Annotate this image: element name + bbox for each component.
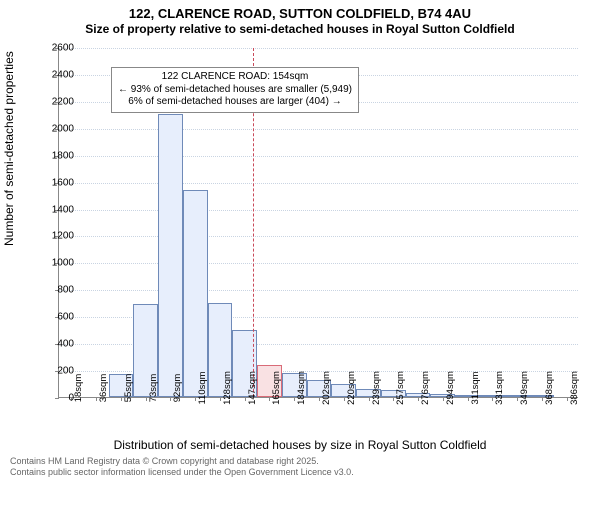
x-tick xyxy=(369,397,370,401)
chart-container: Number of semi-detached properties 122 C… xyxy=(0,36,600,456)
callout-line-1: 122 CLARENCE ROAD: 154sqm xyxy=(118,71,352,84)
y-tick-label: 1400 xyxy=(34,204,74,215)
x-tick xyxy=(542,397,543,401)
x-tick xyxy=(418,397,419,401)
gridline xyxy=(59,263,578,264)
x-tick xyxy=(121,397,122,401)
x-tick-label: 276sqm xyxy=(420,371,431,405)
x-tick xyxy=(319,397,320,401)
x-tick-label: 73sqm xyxy=(148,374,159,403)
x-tick-label: 331sqm xyxy=(494,371,505,405)
x-axis-label: Distribution of semi-detached houses by … xyxy=(0,438,600,452)
x-tick-label: 55sqm xyxy=(123,374,134,403)
y-tick-label: 200 xyxy=(34,366,74,377)
y-tick-label: 2000 xyxy=(34,123,74,134)
footer-attribution: Contains HM Land Registry data © Crown c… xyxy=(0,456,600,478)
gridline xyxy=(59,156,578,157)
y-tick-label: 600 xyxy=(34,312,74,323)
histogram-bar xyxy=(158,114,183,397)
y-tick-label: 1200 xyxy=(34,231,74,242)
histogram-plot: 122 CLARENCE ROAD: 154sqm← 93% of semi-d… xyxy=(58,48,578,398)
x-tick-label: 368sqm xyxy=(544,371,555,405)
x-tick-label: 311sqm xyxy=(470,371,481,404)
x-tick-label: 165sqm xyxy=(271,371,282,405)
page-subtitle: Size of property relative to semi-detach… xyxy=(0,22,600,36)
y-tick-label: 800 xyxy=(34,285,74,296)
y-tick-label: 0 xyxy=(34,393,74,404)
callout-line-3: 6% of semi-detached houses are larger (4… xyxy=(118,96,352,109)
gridline xyxy=(59,48,578,49)
y-tick-label: 1000 xyxy=(34,258,74,269)
gridline xyxy=(59,210,578,211)
x-tick xyxy=(567,397,568,401)
x-tick-label: 36sqm xyxy=(98,374,109,403)
x-tick-label: 386sqm xyxy=(569,371,580,405)
x-tick xyxy=(245,397,246,401)
histogram-bar xyxy=(183,190,208,397)
x-tick-label: 128sqm xyxy=(222,371,233,405)
y-tick-label: 2600 xyxy=(34,43,74,54)
y-tick-label: 2200 xyxy=(34,96,74,107)
page-title: 122, CLARENCE ROAD, SUTTON COLDFIELD, B7… xyxy=(0,6,600,21)
footer-line-2: Contains public sector information licen… xyxy=(10,467,600,478)
x-tick xyxy=(443,397,444,401)
y-tick-label: 2400 xyxy=(34,69,74,80)
x-tick-label: 92sqm xyxy=(172,374,183,403)
gridline xyxy=(59,129,578,130)
footer-line-1: Contains HM Land Registry data © Crown c… xyxy=(10,456,600,467)
x-tick-label: 147sqm xyxy=(247,371,258,405)
callout-line-2: ← 93% of semi-detached houses are smalle… xyxy=(118,84,352,97)
x-tick xyxy=(96,397,97,401)
callout-box: 122 CLARENCE ROAD: 154sqm← 93% of semi-d… xyxy=(111,67,359,113)
x-tick xyxy=(517,397,518,401)
x-tick-label: 18sqm xyxy=(73,374,84,403)
x-tick-label: 257sqm xyxy=(395,371,406,405)
x-tick-label: 202sqm xyxy=(321,371,332,405)
x-tick xyxy=(220,397,221,401)
y-axis-label: Number of semi-detached properties xyxy=(2,51,16,246)
y-tick-label: 1800 xyxy=(34,150,74,161)
gridline xyxy=(59,236,578,237)
x-tick-label: 110sqm xyxy=(197,371,208,404)
y-tick-label: 400 xyxy=(34,339,74,350)
x-tick-label: 184sqm xyxy=(296,371,307,405)
gridline xyxy=(59,183,578,184)
y-tick-label: 1600 xyxy=(34,177,74,188)
x-tick xyxy=(146,397,147,401)
x-tick-label: 294sqm xyxy=(445,371,456,405)
gridline xyxy=(59,290,578,291)
x-tick-label: 349sqm xyxy=(519,371,530,405)
x-tick-label: 220sqm xyxy=(346,371,357,405)
x-tick xyxy=(344,397,345,401)
x-tick xyxy=(468,397,469,401)
x-tick-label: 239sqm xyxy=(371,371,382,405)
